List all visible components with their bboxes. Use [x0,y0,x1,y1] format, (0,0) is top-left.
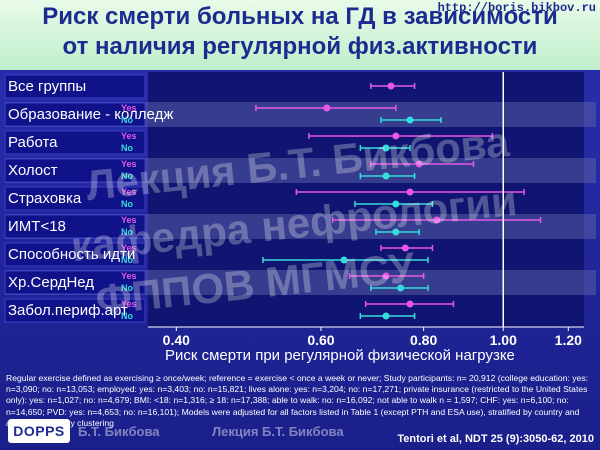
row-label-box [4,214,146,239]
subgroup-label: Yes [121,103,137,113]
row-label-box [4,270,146,295]
point-estimate [392,200,400,208]
title-bar: http://boris.bikbov.ru Риск смерти больн… [0,0,600,70]
point-estimate [406,300,414,308]
row-label-box [4,130,146,155]
subgroup-label: No [121,171,133,181]
point-estimate [415,160,423,168]
point-estimate [340,256,348,264]
x-tick-label: 0.40 [163,332,190,348]
row-label: Хр.СердНед [8,274,94,291]
row-label-box [4,298,146,323]
row-label-box [4,102,146,127]
row-label: ИМТ<18 [8,218,66,235]
point-estimate [433,216,441,224]
point-estimate [406,116,414,124]
row-label-box [4,158,146,183]
point-estimate [406,188,414,196]
x-tick-label: 1.00 [490,332,517,348]
subgroup-label: Yes [121,131,137,141]
point-estimate [382,272,390,280]
subgroup-label: No [121,311,133,321]
footnote: Regular exercise defined as exercising ≥… [6,373,589,428]
x-tick-label: 0.80 [410,332,437,348]
row-label: Холост [8,162,58,179]
point-estimate [392,132,400,140]
subgroup-label: No [121,283,133,293]
point-estimate [387,82,395,90]
x-tick-label: 0.60 [307,332,334,348]
row-label: Забол.периф.арт [8,302,128,319]
point-estimate [382,144,390,152]
row-label: Все группы [8,78,86,95]
row-label: Страховка [8,190,82,207]
point-estimate [382,312,390,320]
row-label-box [4,242,146,267]
row-label: Образование - колледж [8,106,173,123]
subgroup-label: No [121,255,133,265]
subgroup-label: Yes [121,271,137,281]
source-url: http://boris.bikbov.ru [437,1,596,15]
subgroup-label: Yes [121,215,137,225]
subgroup-label: No [121,143,133,153]
slide-title-line2: от наличия регулярной физ.активности [62,33,538,60]
subgroup-label: Yes [121,187,137,197]
point-estimate [382,172,390,180]
slide-title-line1: Риск смерти больных на ГД в зависимости [42,3,558,30]
dopps-logo: DOPPS [8,419,70,443]
point-estimate [397,284,405,292]
row-label-box [4,186,146,211]
subgroup-label: Yes [121,243,137,253]
row-label-box [4,74,146,99]
citation: Tentori et al, NDT 25 (9):3050-62, 2010 [397,433,594,445]
subgroup-label: Yes [121,299,137,309]
row-label: Способность идти [8,246,135,263]
point-estimate [392,228,400,236]
x-axis-label: Риск смерти при регулярной физической на… [165,347,515,364]
subgroup-label: No [121,199,133,209]
point-estimate [401,244,409,252]
subgroup-label: No [121,115,133,125]
x-tick-label: 1.20 [555,332,582,348]
subgroup-label: Yes [121,159,137,169]
subgroup-label: No [121,227,133,237]
row-label: Работа [8,134,58,151]
point-estimate [323,104,331,112]
